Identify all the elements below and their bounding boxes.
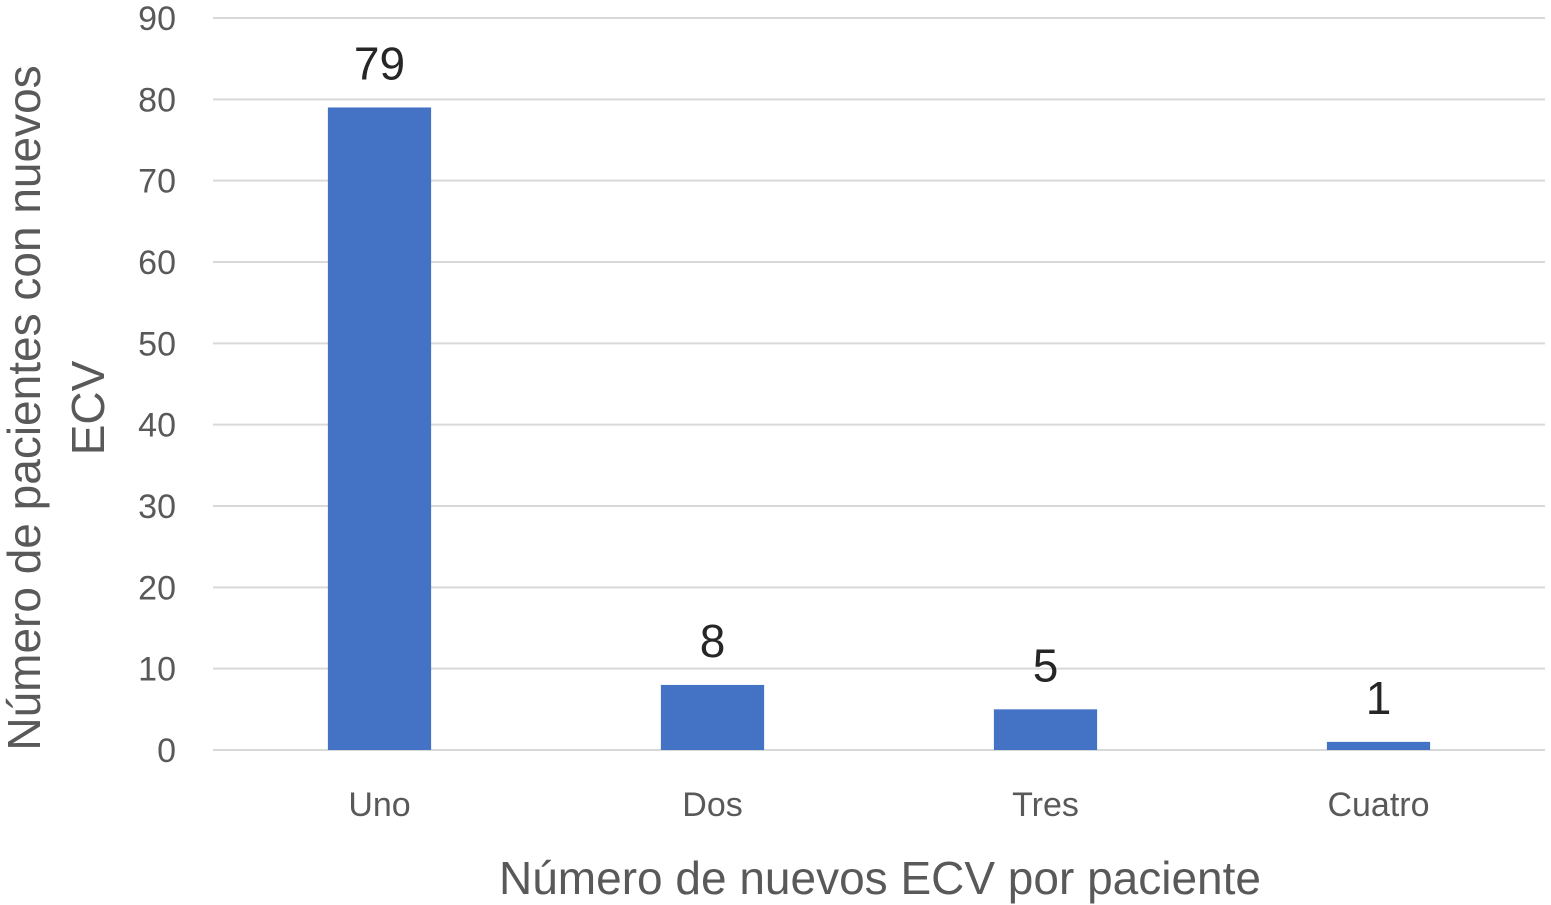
data-label-uno: 79: [354, 37, 405, 89]
y-axis-title-line-2: ECV: [62, 360, 114, 455]
gridlines: [213, 17, 1545, 751]
y-tick-label: 60: [138, 244, 176, 282]
data-label-dos: 8: [700, 615, 726, 667]
y-tick-label: 30: [138, 488, 176, 526]
bar-dos: [660, 684, 765, 750]
data-label-cuatro: 1: [1366, 672, 1392, 724]
data-labels: 79 8 5 1: [354, 37, 1391, 723]
y-tick-label: 90: [138, 0, 176, 38]
y-tick-label: 40: [138, 407, 176, 445]
y-tick-label: 50: [138, 325, 176, 363]
x-tick-label-tres: Tres: [1012, 786, 1079, 824]
y-axis-title-line-1: Número de pacientes con nuevos: [0, 65, 50, 750]
y-tick-label: 20: [138, 569, 176, 607]
y-tick-label: 0: [157, 732, 176, 770]
bar-tres: [993, 709, 1098, 750]
x-axis-title: Número de nuevos ECV por paciente: [499, 852, 1261, 904]
y-axis-ticks: 0 10 20 30 40 50 60 70 80 90: [138, 0, 176, 770]
x-tick-label-dos: Dos: [682, 786, 742, 824]
y-tick-label: 70: [138, 163, 176, 201]
bar-cuatro: [1326, 741, 1431, 750]
data-label-tres: 5: [1033, 639, 1059, 691]
y-tick-label: 80: [138, 81, 176, 119]
x-axis-ticks: Uno Dos Tres Cuatro: [348, 786, 1429, 824]
y-tick-label: 10: [138, 651, 176, 689]
x-tick-label-cuatro: Cuatro: [1327, 786, 1429, 824]
x-tick-label-uno: Uno: [348, 786, 410, 824]
bar-uno: [327, 107, 432, 750]
bars: [327, 107, 1431, 750]
